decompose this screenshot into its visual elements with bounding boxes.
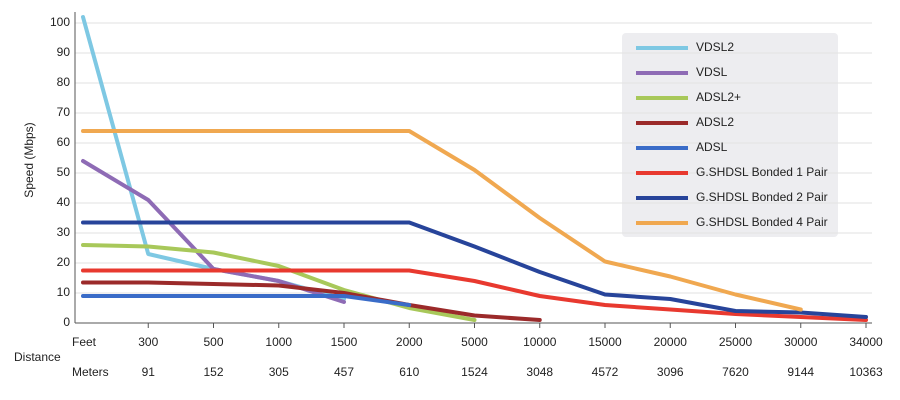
x-row-label: Meters [72,365,109,379]
x-tick-label-meters: 457 [334,365,354,379]
y-tick-label: 30 [57,225,71,239]
x-tick-label-meters: 3096 [657,365,684,379]
legend-label: G.SHDSL Bonded 1 Pair [696,165,828,179]
y-tick-label: 90 [57,45,71,59]
legend-label: VDSL2 [696,40,734,54]
legend-box [622,33,838,237]
legend-label: ADSL2 [696,115,734,129]
series-line [81,243,477,322]
y-tick-label: 70 [57,105,71,119]
x-tick-label: 300 [138,335,158,349]
x-tick-label: 10000 [523,335,557,349]
x-tick-label-meters: 91 [142,365,156,379]
legend-label: VDSL [696,65,728,79]
legend-label: ADSL2+ [696,90,741,104]
x-tick-label: 2000 [396,335,423,349]
x-tick-label-meters: 152 [203,365,223,379]
series-line [81,129,803,312]
series-line [81,294,412,307]
x-tick-label-meters: 4572 [592,365,619,379]
x-row-label: Feet [72,335,97,349]
y-tick-label: 0 [63,315,70,329]
y-tick-label: 50 [57,165,71,179]
y-tick-label: 10 [57,285,71,299]
legend-label: G.SHDSL Bonded 2 Pair [696,190,828,204]
x-tick-label: 1000 [265,335,292,349]
y-tick-label: 40 [57,195,71,209]
legend-label: G.SHDSL Bonded 4 Pair [696,215,828,229]
x-tick-label: 34000 [849,335,883,349]
y-tick-label: 100 [50,15,70,29]
legend-label: ADSL [696,140,728,154]
x-tick-label-meters: 9144 [787,365,814,379]
x-tick-label-meters: 1524 [461,365,488,379]
x-tick-label: 1500 [331,335,358,349]
x-tick-label-meters: 610 [399,365,419,379]
y-tick-label: 80 [57,75,71,89]
series-line [81,280,542,322]
y-tick-label: 60 [57,135,71,149]
x-tick-label: 20000 [654,335,688,349]
y-axis-label: Speed (Mbps) [22,122,36,197]
series-line [81,15,346,301]
x-tick-label-meters: 3048 [526,365,553,379]
x-tick-label-meters: 7620 [722,365,749,379]
x-tick-label: 30000 [784,335,818,349]
x-tick-label-meters: 305 [269,365,289,379]
x-tick-label: 25000 [719,335,753,349]
x-tick-label-meters: 10363 [849,365,883,379]
x-tick-label: 15000 [588,335,622,349]
y-tick-label: 20 [57,255,71,269]
series-line [81,220,868,319]
x-tick-label: 5000 [461,335,488,349]
x-axis-label: Distance [14,350,61,364]
x-tick-label: 500 [203,335,223,349]
series-line [81,268,868,322]
